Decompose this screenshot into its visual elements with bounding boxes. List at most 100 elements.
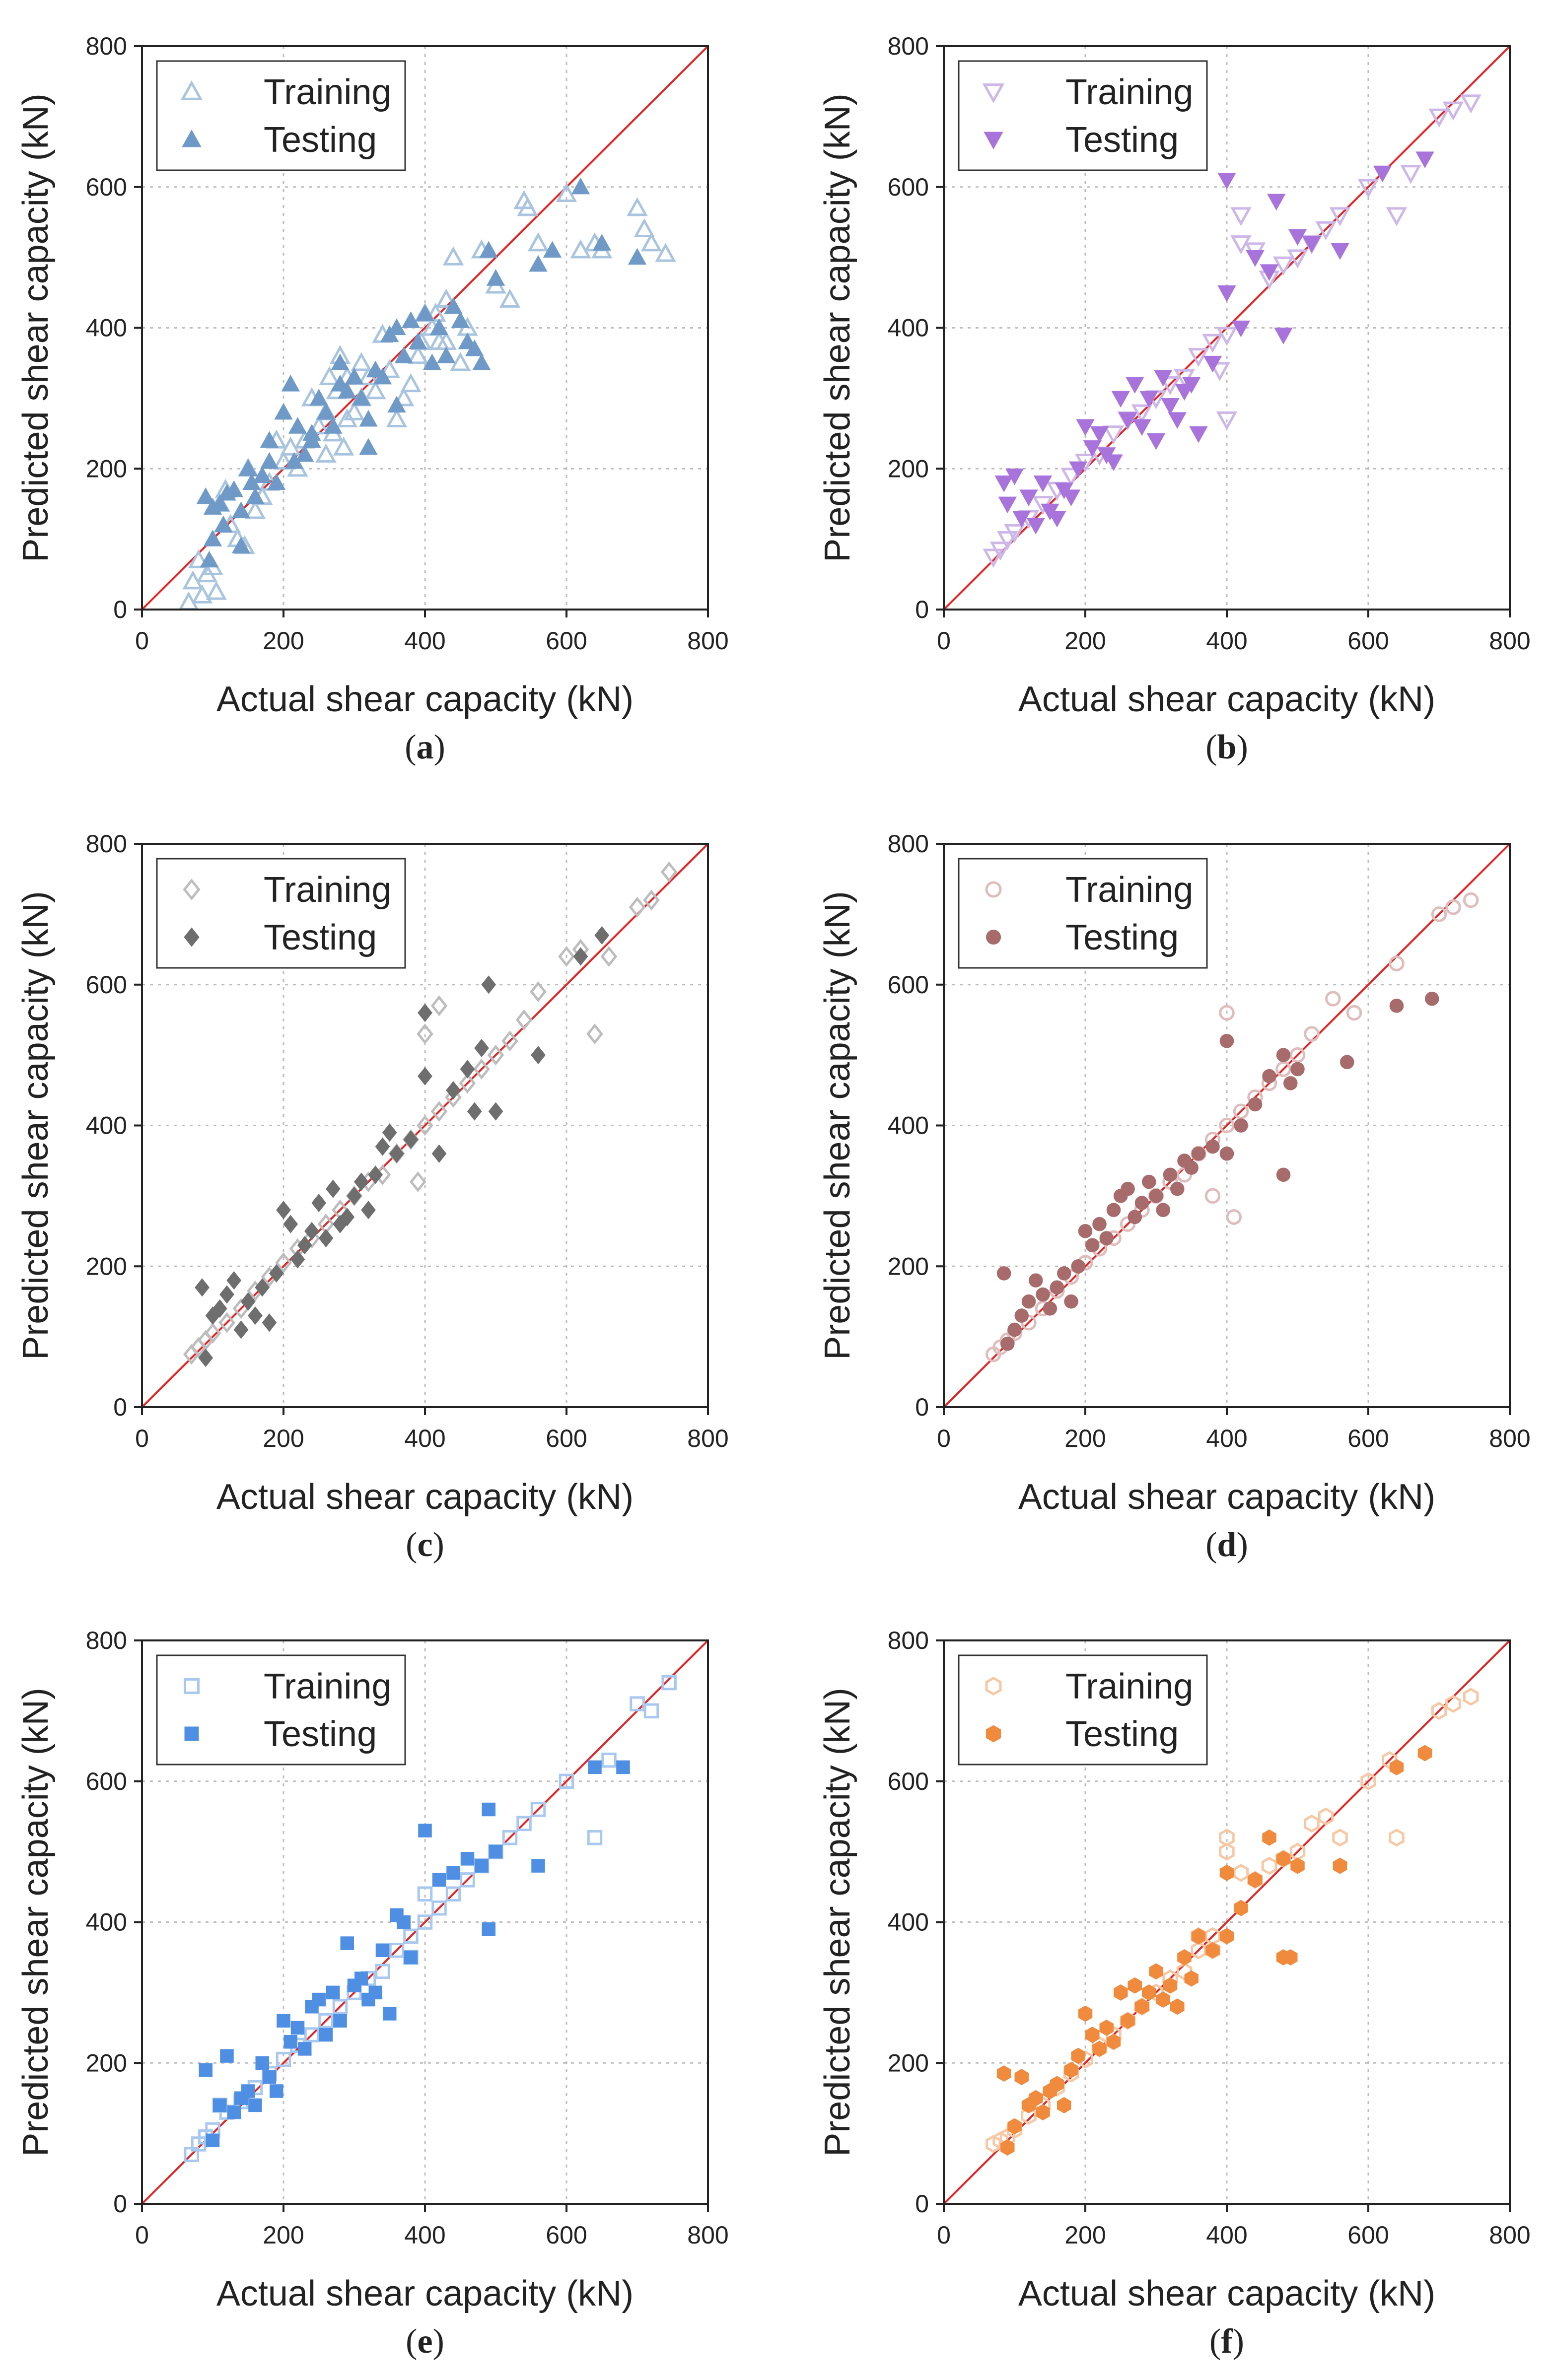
data-point xyxy=(1085,2027,1100,2043)
data-point xyxy=(403,1130,419,1149)
y-tick-label: 600 xyxy=(888,173,929,201)
data-point xyxy=(280,436,301,456)
data-point xyxy=(1331,243,1349,260)
data-point xyxy=(1090,426,1109,443)
data-point xyxy=(248,2098,262,2112)
data-point xyxy=(191,584,213,604)
x-tick-label: 400 xyxy=(1206,1425,1247,1452)
x-tick-label: 800 xyxy=(1489,627,1530,655)
data-point xyxy=(1159,376,1181,396)
data-point xyxy=(1216,327,1238,346)
data-point xyxy=(1248,1097,1263,1112)
legend-label-testing: Testing xyxy=(1065,1714,1179,1754)
data-point xyxy=(460,1852,475,1866)
x-axis-title: Actual shear capacity (kN) xyxy=(216,680,634,719)
x-tick-label: 800 xyxy=(687,2221,728,2249)
data-point xyxy=(467,1102,482,1121)
data-point xyxy=(1050,2076,1064,2093)
data-point xyxy=(1389,1759,1404,1775)
x-tick-label: 400 xyxy=(404,1425,445,1452)
data-point xyxy=(1154,370,1173,387)
data-point xyxy=(1060,468,1082,487)
data-point xyxy=(1463,892,1479,908)
data-point xyxy=(318,2013,334,2029)
data-point xyxy=(446,1866,460,1880)
panel-label-close: ) xyxy=(1233,2322,1244,2361)
data-point xyxy=(473,1058,490,1080)
data-point xyxy=(989,542,1011,561)
legend-marker-training xyxy=(184,1678,200,1694)
data-point xyxy=(1219,1928,1234,1945)
data-point xyxy=(601,1752,617,1768)
legend-label-training: Training xyxy=(1065,1667,1193,1706)
data-point xyxy=(275,1252,292,1274)
data-point xyxy=(1191,1146,1206,1161)
data-point xyxy=(304,2027,320,2042)
data-point xyxy=(445,1886,461,1902)
data-point xyxy=(316,403,336,420)
data-point xyxy=(1189,426,1208,443)
data-point xyxy=(1182,377,1201,394)
data-point xyxy=(1019,489,1038,507)
data-point xyxy=(1134,1998,1149,2015)
x-tick-label: 800 xyxy=(1489,1425,1530,1452)
legend xyxy=(156,858,406,969)
data-point xyxy=(1219,1117,1235,1134)
data-point xyxy=(1141,1174,1156,1189)
data-point xyxy=(558,946,575,967)
data-point xyxy=(277,2014,290,2028)
series-testing xyxy=(199,1760,630,2148)
data-point xyxy=(1219,1033,1234,1048)
data-point xyxy=(1028,2090,1043,2107)
x-axis-title: Actual shear capacity (kN) xyxy=(216,1477,634,1517)
reference-line xyxy=(141,843,709,1408)
data-point xyxy=(1288,229,1307,246)
data-point xyxy=(1445,899,1461,915)
legend-marker-training xyxy=(180,80,203,100)
data-point xyxy=(1128,1210,1142,1224)
data-point xyxy=(409,1171,426,1193)
data-point xyxy=(1276,1167,1291,1182)
data-point xyxy=(324,417,343,434)
data-point xyxy=(643,889,660,911)
x-tick-label: 600 xyxy=(546,2221,587,2249)
data-point xyxy=(333,2014,347,2028)
data-point xyxy=(488,1102,503,1121)
data-point xyxy=(206,2133,220,2148)
data-point xyxy=(315,443,337,463)
data-point xyxy=(531,1046,546,1065)
data-point xyxy=(304,1222,319,1240)
data-point xyxy=(188,549,210,568)
data-point xyxy=(1007,2118,1022,2135)
data-point xyxy=(1205,1942,1220,1959)
y-axis-title: Predicted shear capacity (kN) xyxy=(16,891,56,1360)
data-point xyxy=(206,581,227,600)
x-tick-label: 200 xyxy=(263,2221,304,2249)
data-point xyxy=(1071,1259,1086,1274)
y-tick-label: 600 xyxy=(86,971,127,999)
data-point xyxy=(502,1830,518,1845)
legend-marker-testing xyxy=(184,1726,199,1741)
data-point xyxy=(255,1278,270,1297)
data-point xyxy=(1333,1857,1347,1874)
data-point xyxy=(616,1760,630,1774)
data-point xyxy=(1092,2040,1107,2057)
data-point xyxy=(353,1172,369,1191)
data-point xyxy=(1170,1998,1185,2015)
x-tick-label: 200 xyxy=(263,627,304,655)
data-point xyxy=(446,1081,461,1100)
data-point xyxy=(556,183,577,203)
data-point xyxy=(630,1696,645,1711)
x-tick-label: 800 xyxy=(687,1425,728,1452)
data-point xyxy=(1340,1055,1354,1070)
y-tick-label: 0 xyxy=(915,1393,929,1421)
data-point xyxy=(1332,1829,1348,1847)
data-point xyxy=(1217,172,1236,190)
data-point xyxy=(430,995,448,1017)
data-point xyxy=(1005,468,1024,485)
data-point xyxy=(1156,1991,1171,2008)
x-tick-label: 800 xyxy=(1489,2221,1530,2249)
data-point xyxy=(312,1992,326,2007)
data-point xyxy=(629,896,646,918)
data-point xyxy=(451,311,470,328)
